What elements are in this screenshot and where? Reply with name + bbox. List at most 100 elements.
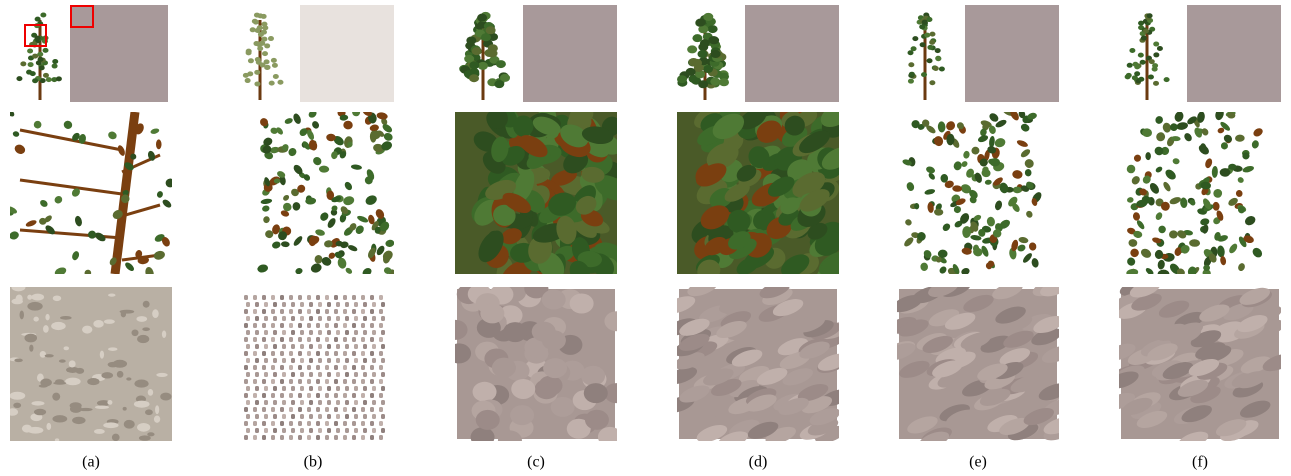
texture-dash — [271, 351, 275, 356]
leaf — [934, 208, 944, 215]
tree-leaf — [37, 52, 43, 57]
texture-dash — [289, 407, 293, 412]
texture-dash — [381, 316, 385, 321]
texture-dash — [325, 351, 329, 356]
texture-bump — [45, 314, 49, 320]
leaf — [385, 239, 395, 248]
leaf — [326, 217, 337, 230]
texture-bump — [53, 382, 66, 385]
tree-leaf — [687, 45, 697, 53]
texture-dash — [255, 386, 259, 391]
texture-bump — [103, 422, 118, 428]
tree-leaf — [265, 65, 271, 70]
tree-leaf — [481, 33, 491, 41]
texture-bump — [39, 384, 48, 387]
leaf — [1162, 181, 1172, 193]
texture-dash — [336, 302, 340, 307]
tree-leaf — [908, 50, 914, 55]
texture-dash — [352, 365, 356, 370]
tree-leaf — [929, 32, 935, 37]
texture-stroke — [492, 358, 516, 378]
texture-thumb — [300, 5, 394, 102]
texture-stroke — [503, 322, 527, 342]
texture-dash — [244, 407, 248, 412]
texture-dash — [345, 414, 349, 419]
texture-dash — [334, 337, 338, 342]
texture-dash — [273, 372, 277, 377]
texture-dash — [343, 295, 347, 300]
texture-bump — [52, 415, 67, 422]
tree-leaf — [46, 77, 52, 82]
tree-leaf — [258, 32, 264, 37]
leaf — [1220, 168, 1231, 177]
leaf — [1125, 163, 1137, 175]
leaf — [1130, 174, 1141, 186]
texture-dash — [262, 351, 266, 356]
texture-bump — [94, 429, 105, 434]
tree-leaf — [909, 72, 915, 77]
texture-dash — [354, 414, 358, 419]
texture-bump — [11, 298, 23, 304]
texture-dash — [336, 372, 340, 377]
texture-dash — [273, 386, 277, 391]
texture-dash — [262, 379, 266, 384]
tree-leaf — [692, 34, 702, 42]
texture-dash — [309, 330, 313, 335]
leaf — [952, 185, 962, 192]
texture-dash — [291, 414, 295, 419]
tree-leaf — [708, 36, 718, 44]
texture-dash — [309, 400, 313, 405]
texture-stroke — [444, 320, 468, 340]
texture-dash — [255, 330, 259, 335]
leaf — [1172, 158, 1180, 165]
texture-stroke — [543, 358, 567, 378]
tree-leaf — [477, 14, 487, 22]
tree-leaf — [261, 14, 267, 19]
texture-dash — [381, 428, 385, 433]
tree-leaf — [30, 71, 36, 76]
tree-leaf — [939, 66, 945, 71]
leaf — [83, 268, 92, 277]
texture-dash — [253, 407, 257, 412]
leaf — [1132, 212, 1140, 222]
texture-dash — [379, 309, 383, 314]
leaf — [1251, 246, 1264, 259]
tree-leaf — [921, 72, 927, 77]
texture-dash — [307, 421, 311, 426]
leaf — [262, 205, 271, 213]
texture-bump — [65, 378, 81, 386]
texture-dash — [298, 295, 302, 300]
texture-dash — [282, 330, 286, 335]
branch — [20, 180, 122, 194]
texture-bump — [154, 415, 160, 422]
texture-dash — [307, 379, 311, 384]
leaf — [1237, 176, 1245, 184]
texture-dash — [343, 407, 347, 412]
leaf — [1251, 140, 1260, 150]
texture-dash — [246, 428, 250, 433]
texture-dash — [271, 309, 275, 314]
texture-dash — [318, 302, 322, 307]
tree-leaf — [496, 60, 506, 68]
leaf — [917, 232, 926, 241]
leaf — [1126, 268, 1139, 277]
tree-leaf — [257, 25, 263, 30]
leaf — [993, 137, 1006, 149]
texture-dash — [309, 372, 313, 377]
texture-stroke — [581, 366, 605, 386]
texture-dash — [262, 337, 266, 342]
tree-leaf — [268, 36, 274, 41]
tree-leaf — [1153, 42, 1159, 47]
tree-leaf — [264, 43, 270, 48]
texture-dash — [264, 344, 268, 349]
texture-stroke — [476, 410, 500, 430]
texture-dash — [361, 407, 365, 412]
texture-dash — [300, 344, 304, 349]
texture-dash — [343, 379, 347, 384]
texture-dash — [318, 316, 322, 321]
texture-dash — [262, 323, 266, 328]
leaf — [165, 178, 175, 187]
tree-leaf — [703, 13, 713, 21]
texture-dash — [318, 414, 322, 419]
tree-leaf — [466, 36, 476, 44]
